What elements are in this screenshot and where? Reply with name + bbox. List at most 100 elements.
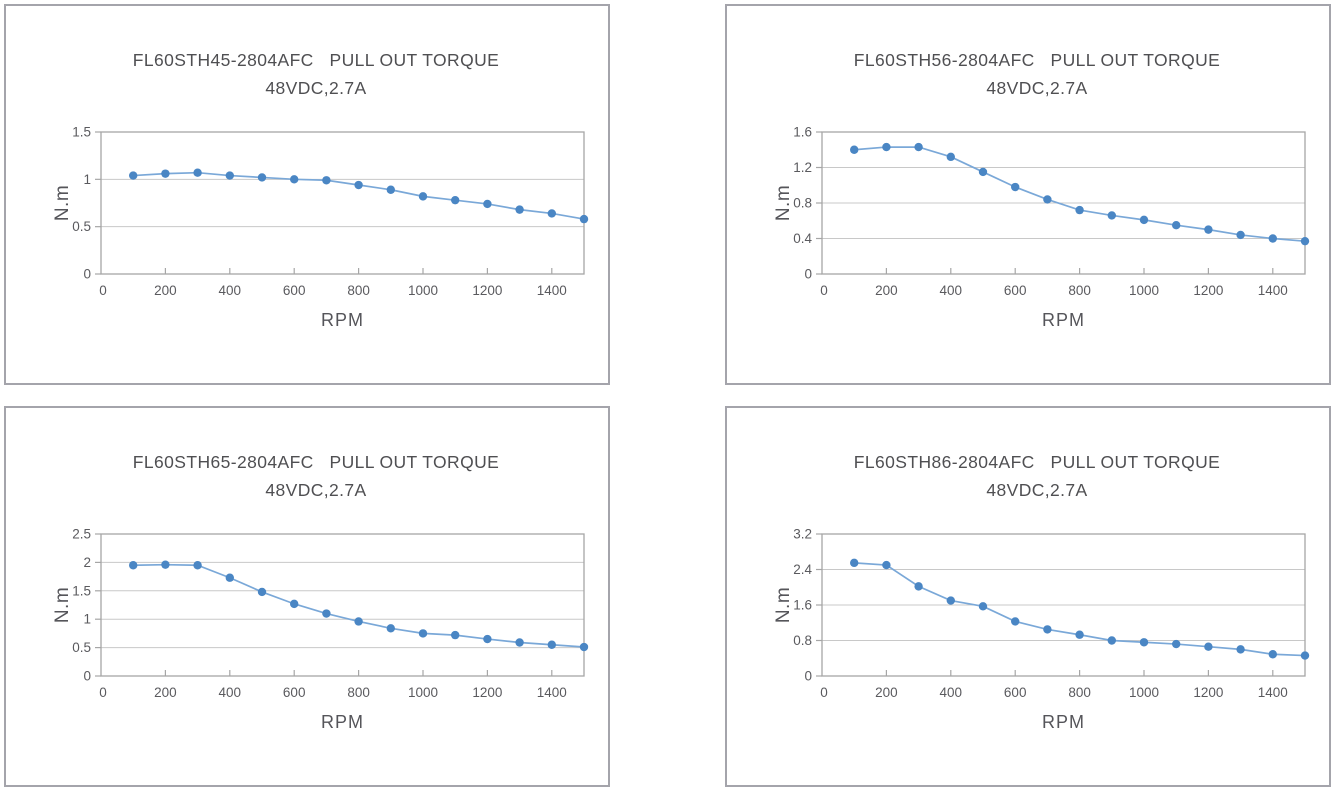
x-tick-label: 600: [1004, 283, 1027, 298]
data-point-marker: [1107, 636, 1116, 645]
data-point-marker: [225, 171, 234, 180]
y-tick-label: 2.4: [793, 562, 812, 577]
y-tick-label: 0.8: [793, 633, 812, 648]
data-point-marker: [418, 192, 428, 201]
x-tick-label: 1000: [408, 283, 438, 298]
y-tick-label: 0: [804, 669, 812, 684]
data-point-marker: [129, 171, 138, 180]
x-axis-label: RPM: [1042, 712, 1085, 732]
data-point-marker: [1236, 645, 1245, 654]
x-tick-label: 800: [1068, 685, 1091, 700]
x-tick-label: 0: [820, 685, 828, 700]
y-tick-label: 1: [83, 612, 91, 627]
x-tick-label: 800: [347, 685, 370, 700]
x-tick-label: 200: [875, 283, 898, 298]
data-point-marker: [914, 582, 923, 591]
x-tick-label: 1400: [1258, 685, 1288, 700]
y-tick-label: 2: [83, 555, 91, 570]
plot-border: [100, 533, 585, 677]
data-point-marker: [515, 205, 524, 214]
chart-plot-area: 0 0.5 1 1.5 0 200 400 600 800 1000 1200 1400: [72, 125, 589, 298]
x-axis-label: RPM: [1042, 310, 1085, 330]
x-tick-label: 200: [154, 685, 177, 700]
data-point-marker: [1075, 205, 1084, 215]
x-tick-label: 0: [99, 685, 107, 700]
y-axis-label: N.m: [773, 184, 794, 222]
x-tick-label: 1200: [472, 685, 502, 700]
data-point-marker: [914, 142, 923, 152]
x-tick-label: 400: [219, 283, 242, 298]
data-point-marker: [322, 176, 331, 185]
y-tick-label: 0.5: [72, 219, 91, 234]
y-axis-label: N.m: [52, 184, 73, 222]
data-point-marker: [882, 142, 891, 152]
data-point-marker: [1172, 220, 1181, 230]
data-point-marker: [1236, 230, 1245, 240]
data-point-marker: [882, 560, 891, 570]
x-axis-label: RPM: [321, 310, 364, 330]
data-point-marker: [1011, 182, 1020, 192]
y-tick-label: 1.6: [793, 598, 812, 613]
data-point-marker: [354, 617, 363, 626]
data-point-marker: [290, 175, 299, 184]
data-point-marker: [225, 573, 234, 582]
y-tick-label: 0: [83, 669, 91, 684]
x-tick-label: 400: [219, 685, 242, 700]
x-tick-label: 1000: [1129, 283, 1159, 298]
data-point-marker: [579, 642, 589, 652]
data-point-marker: [193, 561, 202, 570]
chart-plot-area: 0 0.4 0.8 1.2 1.6 0 200 400 600 800 1000 1200 1400: [793, 125, 1310, 298]
y-tick-label: 0.8: [793, 196, 812, 211]
data-point-marker: [1204, 642, 1213, 651]
data-point-marker: [161, 169, 170, 178]
y-tick-label: 0: [83, 267, 91, 282]
data-point-marker: [1172, 639, 1181, 649]
y-tick-label: 1.5: [72, 583, 91, 598]
chart-title: FL60STH86-2804AFC PULL OUT TORQUE: [853, 452, 1221, 472]
data-point-marker: [978, 167, 988, 177]
data-point-marker: [386, 185, 395, 194]
x-tick-label: 1200: [1193, 283, 1223, 298]
data-point-marker: [1107, 211, 1116, 220]
data-point-marker: [978, 602, 988, 611]
data-point-marker: [1268, 234, 1277, 243]
data-point-marker: [1075, 630, 1084, 639]
x-axis-label: RPM: [321, 712, 364, 732]
chart-plot-area: 0 0.5 1 1.5 2 2.5 0 200 400 600 800 1000 1200 1400: [72, 527, 589, 700]
data-point-marker: [451, 630, 460, 640]
torque-curve: [133, 563, 585, 648]
data-point-marker: [257, 587, 267, 597]
x-tick-label: 1400: [537, 283, 567, 298]
y-tick-label: 0.5: [72, 640, 91, 655]
x-tick-label: 0: [820, 283, 828, 298]
chart-panel-fl60sth45: 0 0.5 1 1.5 0 200 400 600 800 1000 1200 1400 FL60ST…: [4, 4, 610, 385]
x-tick-label: 200: [875, 685, 898, 700]
y-tick-label: 0: [804, 267, 812, 282]
chart-panel-fl60sth65: 0 0.5 1 1.5 2 2.5 0 200 400 600 800 1000 1200 1400 FL…: [4, 406, 610, 787]
data-point-marker: [1204, 225, 1213, 234]
data-point-marker: [1268, 650, 1277, 659]
data-point-marker: [579, 214, 589, 224]
data-point-marker: [354, 180, 363, 190]
data-point-marker: [161, 560, 170, 569]
data-point-marker: [946, 596, 955, 605]
chart-panel-fl60sth56: 0 0.4 0.8 1.2 1.6 0 200 400 600 800 1000 1200 1400 F…: [725, 4, 1331, 385]
data-point-marker: [418, 629, 428, 638]
data-point-marker: [946, 152, 955, 162]
data-point-marker: [322, 609, 331, 618]
data-point-marker: [483, 199, 492, 209]
x-tick-label: 800: [347, 283, 370, 298]
x-tick-label: 1200: [472, 283, 502, 298]
data-point-marker: [850, 558, 859, 568]
chart-panel-fl60sth86: 0 0.8 1.6 2.4 3.2 0 200 400 600 800 1000 1200 1400 F…: [725, 406, 1331, 787]
chart-title: FL60STH65-2804AFC PULL OUT TORQUE: [132, 452, 500, 472]
chart-plot-area: 0 0.8 1.6 2.4 3.2 0 200 400 600 800 1000 1200 1400: [793, 527, 1310, 700]
x-tick-label: 200: [154, 283, 177, 298]
x-tick-label: 1200: [1193, 685, 1223, 700]
data-point-marker: [193, 168, 202, 177]
data-point-marker: [451, 195, 460, 205]
data-point-marker: [547, 209, 556, 218]
y-axis-label: N.m: [52, 586, 73, 624]
data-point-marker: [515, 638, 524, 647]
